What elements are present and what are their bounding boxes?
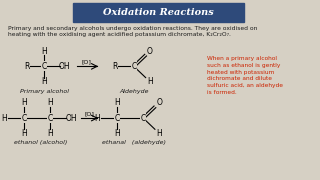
Text: [O]: [O] — [82, 59, 92, 64]
Text: C: C — [41, 62, 47, 71]
Text: C: C — [21, 114, 27, 123]
Text: Aldehyde: Aldehyde — [119, 89, 148, 94]
Text: H: H — [147, 77, 153, 86]
Text: H: H — [41, 47, 47, 56]
Text: C: C — [131, 62, 137, 71]
Text: R: R — [24, 62, 30, 71]
Text: R: R — [112, 62, 117, 71]
Text: H: H — [114, 129, 120, 138]
Text: H: H — [2, 114, 7, 123]
Text: H: H — [156, 129, 162, 138]
Text: H: H — [21, 98, 27, 107]
Text: C: C — [140, 114, 146, 123]
Text: C: C — [114, 114, 119, 123]
Text: When a primary alcohol
such as ethanol is gently
heated with potassium
dichromat: When a primary alcohol such as ethanol i… — [207, 56, 283, 95]
Text: OH: OH — [58, 62, 70, 71]
Text: Primary and secondary alcohols undergo oxidation reactions. They are oxidised on: Primary and secondary alcohols undergo o… — [8, 26, 258, 37]
Text: H: H — [47, 98, 53, 107]
Text: C: C — [48, 114, 53, 123]
Text: H: H — [41, 77, 47, 86]
Text: H: H — [47, 129, 53, 138]
Text: OH: OH — [65, 114, 77, 123]
Text: Oxidation Reactions: Oxidation Reactions — [103, 8, 214, 17]
FancyBboxPatch shape — [74, 3, 244, 22]
Text: H: H — [94, 114, 100, 123]
Text: [O]: [O] — [84, 111, 94, 116]
Text: H: H — [21, 129, 27, 138]
Text: O: O — [156, 98, 162, 107]
Text: Primary alcohol: Primary alcohol — [20, 89, 68, 94]
Text: ethanol (alcohol): ethanol (alcohol) — [14, 140, 68, 145]
Text: H: H — [114, 98, 120, 107]
Text: O: O — [147, 46, 153, 55]
Text: ethanal   (aldehyde): ethanal (aldehyde) — [102, 140, 166, 145]
